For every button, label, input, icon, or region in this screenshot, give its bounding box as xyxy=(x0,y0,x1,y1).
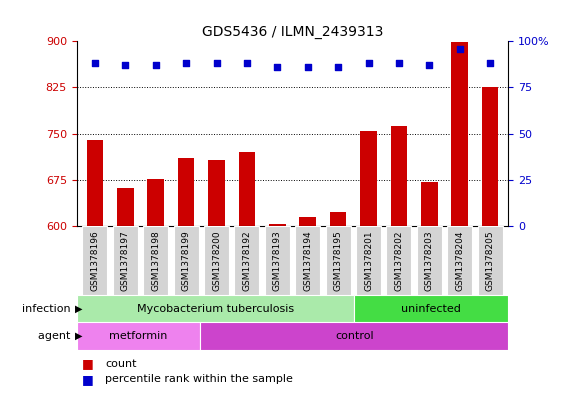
Text: GSM1378204: GSM1378204 xyxy=(455,230,464,290)
Title: GDS5436 / ILMN_2439313: GDS5436 / ILMN_2439313 xyxy=(202,25,383,39)
Point xyxy=(243,60,252,66)
Text: GSM1378193: GSM1378193 xyxy=(273,230,282,291)
Bar xyxy=(269,224,286,226)
Bar xyxy=(452,42,468,226)
Text: GSM1378198: GSM1378198 xyxy=(151,230,160,291)
Text: GSM1378195: GSM1378195 xyxy=(333,230,343,291)
Bar xyxy=(325,226,350,295)
Text: metformin: metformin xyxy=(109,331,168,341)
Text: GSM1378201: GSM1378201 xyxy=(364,230,373,291)
Bar xyxy=(239,152,255,226)
Bar xyxy=(330,213,346,226)
Point xyxy=(394,60,403,66)
Text: ■: ■ xyxy=(82,357,94,370)
Bar xyxy=(200,322,508,350)
Bar xyxy=(113,226,138,295)
Point xyxy=(303,64,312,70)
Text: count: count xyxy=(105,358,136,369)
Text: control: control xyxy=(335,331,374,341)
Bar xyxy=(174,226,199,295)
Text: GSM1378192: GSM1378192 xyxy=(243,230,252,291)
Text: GSM1378196: GSM1378196 xyxy=(90,230,99,291)
Point xyxy=(425,62,434,68)
Point xyxy=(212,60,221,66)
Text: percentile rank within the sample: percentile rank within the sample xyxy=(105,374,293,384)
Text: GSM1378205: GSM1378205 xyxy=(486,230,495,291)
Bar xyxy=(421,182,438,226)
Bar xyxy=(82,226,107,295)
Text: GSM1378199: GSM1378199 xyxy=(182,230,191,291)
Point xyxy=(455,46,464,52)
Point xyxy=(151,62,160,68)
Bar xyxy=(77,322,200,350)
Bar xyxy=(204,226,229,295)
Point xyxy=(273,64,282,70)
Text: ▶: ▶ xyxy=(75,303,82,314)
Point xyxy=(90,60,99,66)
Bar xyxy=(235,226,260,295)
Text: GSM1378203: GSM1378203 xyxy=(425,230,434,291)
Bar xyxy=(356,226,381,295)
Text: infection: infection xyxy=(22,303,74,314)
Point xyxy=(121,62,130,68)
Text: GSM1378200: GSM1378200 xyxy=(212,230,221,291)
Bar xyxy=(299,217,316,226)
Bar xyxy=(265,226,290,295)
Bar xyxy=(447,226,472,295)
Bar xyxy=(482,87,499,226)
Bar xyxy=(208,160,225,226)
Point xyxy=(486,60,495,66)
Bar xyxy=(77,295,354,322)
Bar xyxy=(478,226,503,295)
Point xyxy=(364,60,373,66)
Bar xyxy=(417,226,442,295)
Bar xyxy=(386,226,411,295)
Text: ■: ■ xyxy=(82,373,94,386)
Bar xyxy=(295,226,320,295)
Text: uninfected: uninfected xyxy=(402,303,461,314)
Bar xyxy=(117,188,133,226)
Bar xyxy=(178,158,194,226)
Bar xyxy=(354,295,508,322)
Bar xyxy=(143,226,168,295)
Point xyxy=(182,60,191,66)
Bar xyxy=(360,131,377,226)
Bar xyxy=(147,179,164,226)
Bar xyxy=(86,140,103,226)
Point xyxy=(333,64,343,70)
Text: agent: agent xyxy=(38,331,74,341)
Text: GSM1378197: GSM1378197 xyxy=(121,230,130,291)
Text: ▶: ▶ xyxy=(75,331,82,341)
Text: Mycobacterium tuberculosis: Mycobacterium tuberculosis xyxy=(137,303,294,314)
Bar xyxy=(391,126,407,226)
Text: GSM1378202: GSM1378202 xyxy=(394,230,403,290)
Text: GSM1378194: GSM1378194 xyxy=(303,230,312,291)
